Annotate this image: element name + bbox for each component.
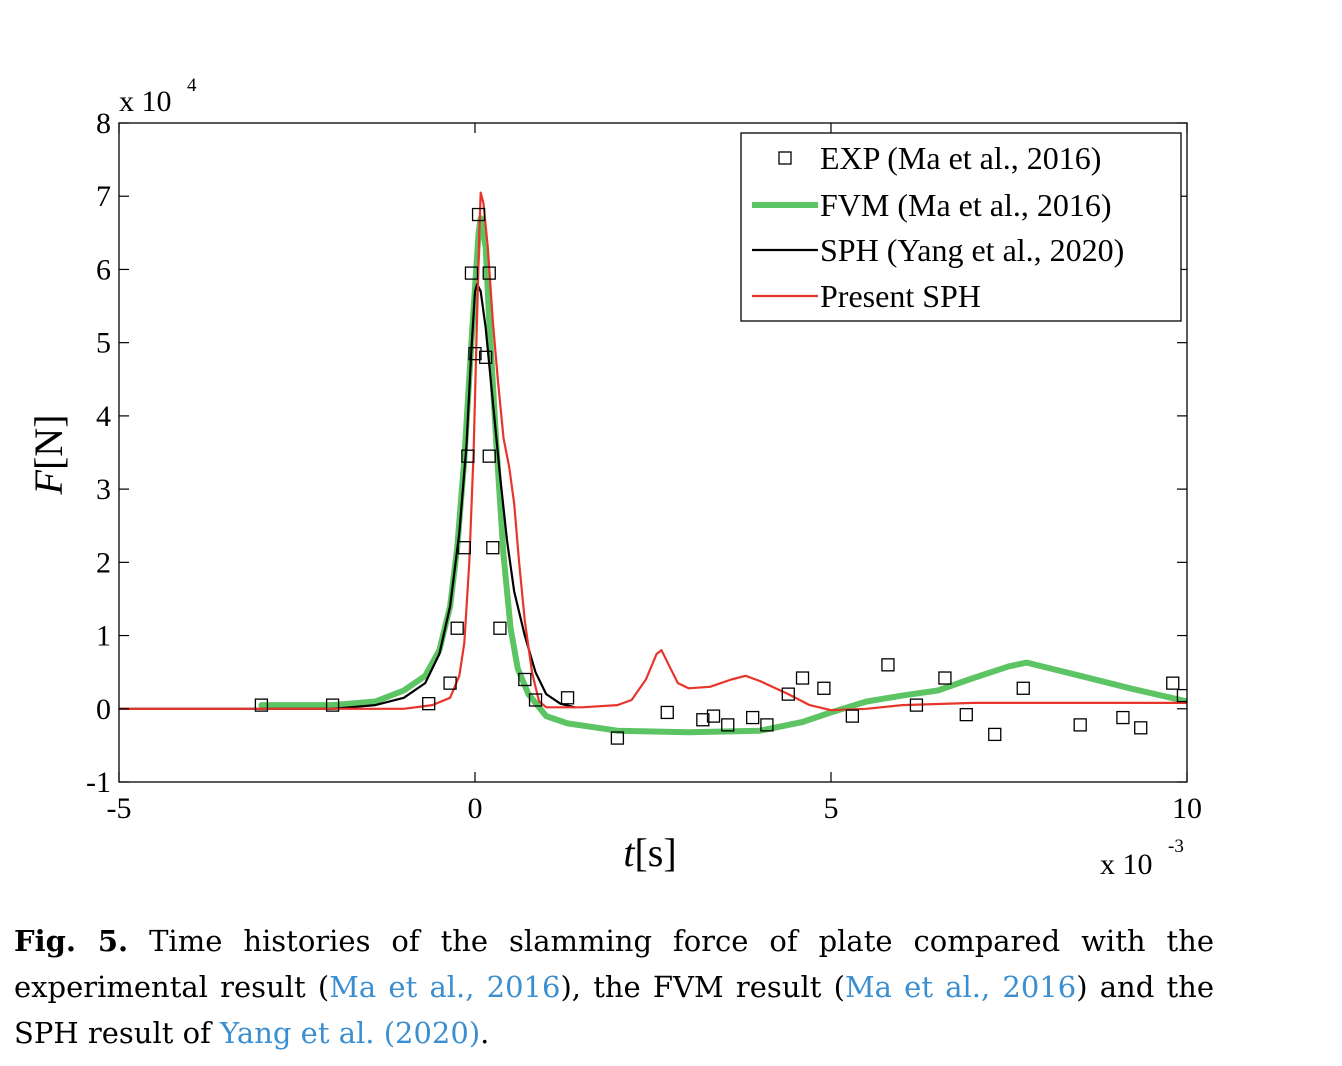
exp-marker-19 <box>660 705 674 720</box>
exp-marker-22 <box>721 718 735 732</box>
legend-box <box>740 132 1182 322</box>
x-axis-label: t[s] <box>623 830 676 875</box>
exp-marker-38 <box>1166 676 1180 690</box>
y-multiplier: x 10 <box>119 85 172 118</box>
exp-marker-9 <box>471 207 486 222</box>
exp-marker-0 <box>254 698 269 712</box>
y-tick-label-8: 7 <box>96 180 111 213</box>
y-tick-label-1: 0 <box>96 693 111 726</box>
sph-yang-line <box>119 283 576 710</box>
legend-label-3: Present SPH <box>820 278 981 314</box>
legend-label-2: SPH (Yang et al., 2020) <box>820 232 1124 268</box>
exp-marker-15 <box>518 672 532 687</box>
y-tick-label-9: 8 <box>96 107 111 140</box>
exp-marker-28 <box>845 709 860 723</box>
exp-marker-31 <box>938 671 952 685</box>
exp-marker-6 <box>461 449 475 463</box>
exp-marker-21 <box>706 709 721 723</box>
y-tick-label-7: 6 <box>96 253 111 286</box>
exp-marker-5 <box>457 541 471 555</box>
y-multiplier-exponent: 4 <box>187 75 197 96</box>
y-tick-label-3: 2 <box>96 546 111 579</box>
exp-marker-11 <box>482 266 496 280</box>
exp-marker-17 <box>560 691 575 705</box>
exp-marker-14 <box>493 621 507 635</box>
exp-marker-33 <box>988 727 1002 742</box>
figure: -5 0 5 10 -1 0 1 2 3 4 5 6 7 8 x 10 4 x 10 -3 t[s] F[N] EXP… <box>26 75 1202 881</box>
caption-text-3: ) and the SPH result of <box>14 970 1214 1050</box>
caption-ref-3[interactable]: Yang et al. (2020) <box>220 1016 481 1050</box>
legend-swatch-exp <box>778 151 792 165</box>
caption-ref-2[interactable]: Ma et al., 2016 <box>844 970 1077 1004</box>
exp-marker-30 <box>909 698 924 712</box>
exp-marker-34 <box>1016 681 1030 695</box>
caption-ref-1[interactable]: Ma et al., 2016 <box>329 970 561 1004</box>
exp-marker-35 <box>1073 718 1087 732</box>
caption-text-4: . <box>480 1016 490 1050</box>
exp-marker-26 <box>795 671 810 685</box>
exp-marker-27 <box>817 681 831 695</box>
x-tick-label-0: -5 <box>107 792 132 825</box>
legend-label-1: FVM (Ma et al., 2016) <box>820 187 1112 223</box>
figure-caption: Fig. 5. Time histories of the slamming f… <box>14 918 1214 1056</box>
exp-marker-36 <box>1116 710 1130 725</box>
y-tick-label-0: -1 <box>86 766 111 799</box>
exp-marker-20 <box>696 713 710 727</box>
exp-marker-2 <box>422 697 436 711</box>
exp-marker-18 <box>610 731 625 745</box>
exp-marker-24 <box>760 718 774 732</box>
exp-marker-25 <box>781 687 795 701</box>
exp-marker-12 <box>482 449 496 463</box>
exp-marker-29 <box>881 658 895 672</box>
caption-text-1: Time histories of the slamming force of … <box>14 924 1214 1004</box>
x-tick-label-3: 10 <box>1172 792 1202 825</box>
y-tick-label-4: 3 <box>96 473 111 506</box>
x-multiplier: x 10 <box>1100 848 1153 881</box>
present-sph-line <box>119 191 1187 712</box>
exp-marker-37 <box>1134 721 1148 735</box>
y-tick-label-5: 4 <box>96 400 111 433</box>
exp-marker-4 <box>450 621 464 635</box>
plot-frame <box>118 122 1188 783</box>
exp-marker-13 <box>486 541 500 555</box>
y-axis-label: F[N] <box>26 415 71 496</box>
exp-marker-8 <box>468 346 482 361</box>
exp-marker-32 <box>959 707 973 722</box>
exp-marker-10 <box>479 350 493 364</box>
exp-marker-3 <box>443 676 457 690</box>
x-tick-label-1: 0 <box>468 792 483 825</box>
legend-label-0: EXP (Ma et al., 2016) <box>820 140 1101 176</box>
y-tick-label-6: 5 <box>96 327 111 360</box>
x-tick-label-2: 5 <box>824 792 839 825</box>
exp-marker-23 <box>746 710 760 725</box>
y-tick-label-2: 1 <box>96 620 111 653</box>
caption-label: Fig. 5. <box>14 924 129 958</box>
exp-marker-39 <box>1176 688 1187 703</box>
exp-marker-1 <box>325 698 340 712</box>
exp-marker-16 <box>528 693 543 707</box>
caption-text-2: ), the FVM result ( <box>560 970 845 1004</box>
x-multiplier-exponent: -3 <box>1168 836 1184 857</box>
exp-marker-7 <box>464 266 479 280</box>
